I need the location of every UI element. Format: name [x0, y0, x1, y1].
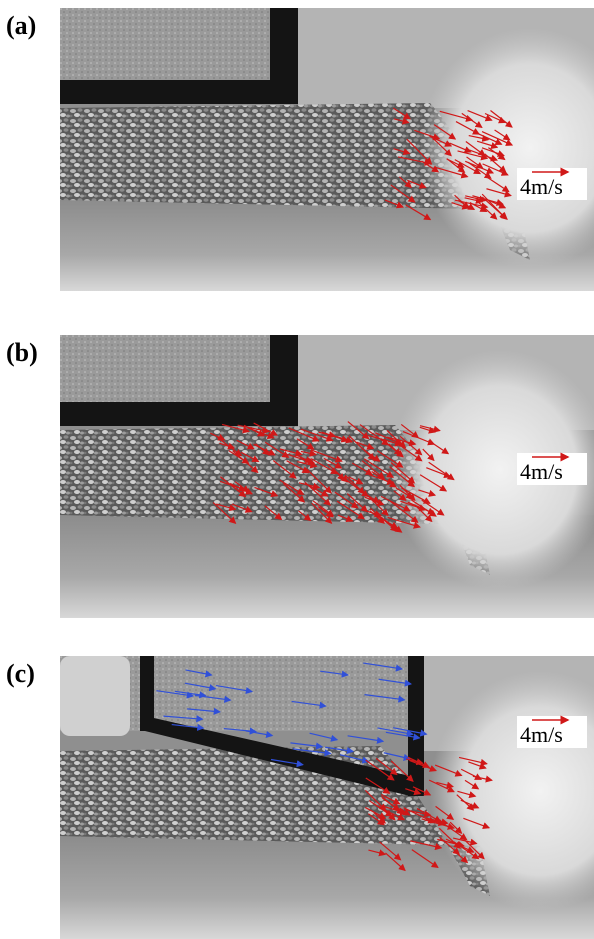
figure: 4m/s (a) 4m/s (b) 4m/s (c)	[0, 0, 594, 939]
scale-label: 4m/s	[520, 174, 563, 199]
frame-horizontal	[60, 402, 298, 426]
panel: 4m/s (a)	[6, 8, 594, 291]
panel: 4m/s (c)	[6, 656, 594, 939]
scale-label: 4m/s	[520, 722, 563, 747]
panel-label: (a)	[6, 11, 36, 40]
panel: 4m/s (b)	[6, 335, 594, 618]
tank-wall	[60, 335, 298, 410]
scale-label: 4m/s	[520, 459, 563, 484]
page: 4m/s(a)4m/s(b)4m/s(c) (() => { const dat…	[0, 0, 594, 939]
frame-horizontal	[60, 80, 298, 104]
panel-label: (b)	[6, 338, 38, 367]
frame-left	[140, 656, 154, 731]
stones	[60, 656, 130, 736]
tank-wall	[60, 8, 298, 88]
frame-vertical	[408, 656, 424, 796]
panel-label: (c)	[6, 659, 35, 688]
